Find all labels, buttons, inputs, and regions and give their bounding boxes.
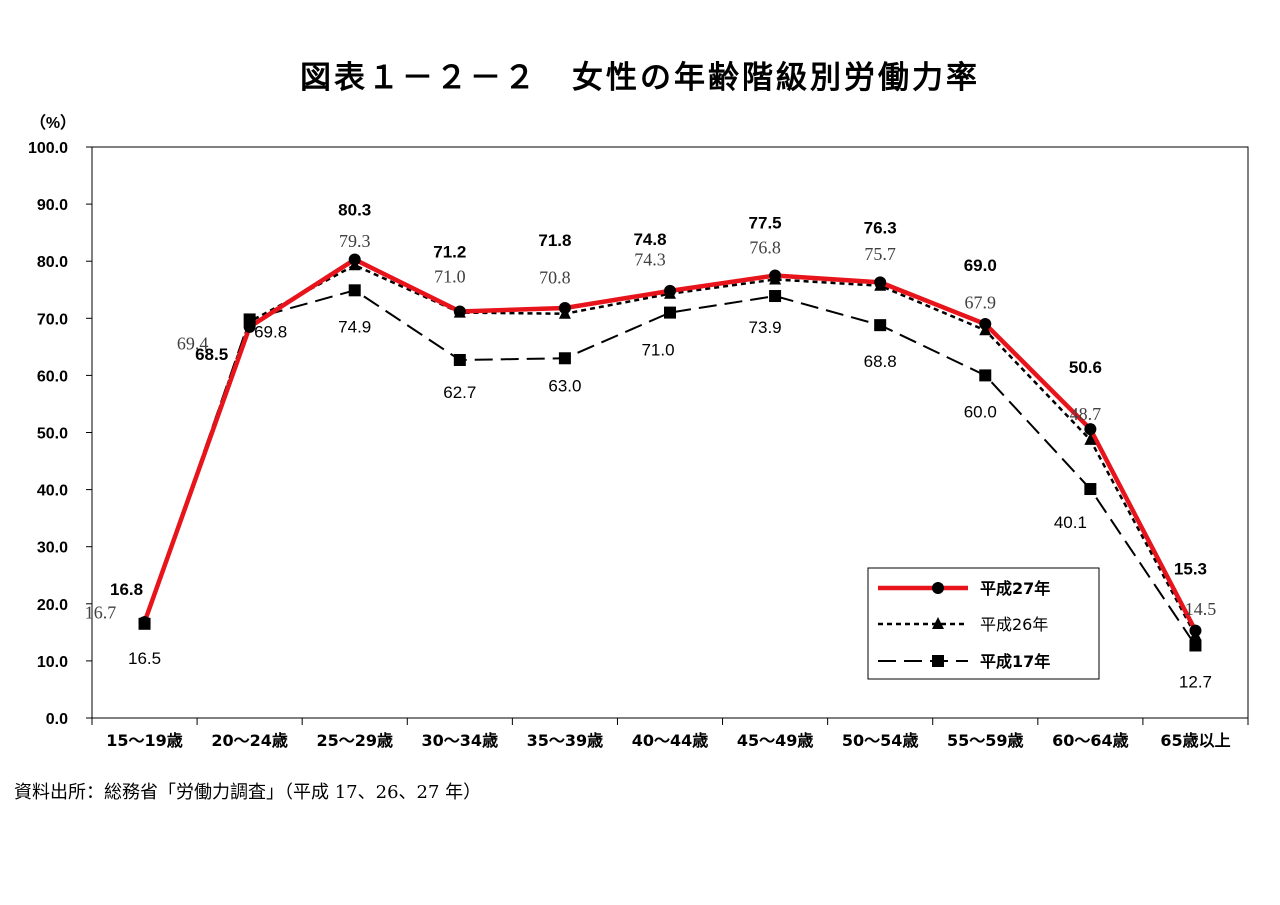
y-tick-label: 30.0	[37, 540, 68, 557]
legend-label: 平成27年	[980, 579, 1050, 598]
y-tick-label: 70.0	[37, 311, 68, 328]
x-tick-label: 30～34歳	[422, 731, 499, 750]
data-label-h17: 63.0	[548, 376, 581, 395]
marker-h17	[558, 352, 571, 365]
data-label-h17: 68.8	[864, 352, 897, 371]
data-label-h17: 40.1	[1054, 513, 1087, 532]
y-tick-label: 50.0	[37, 426, 68, 443]
data-label-h17: 74.9	[338, 317, 371, 336]
y-axis-unit: （%）	[30, 114, 76, 132]
marker-h17	[1189, 639, 1202, 652]
data-label-h26: 76.8	[749, 237, 781, 257]
marker-h17	[1084, 483, 1097, 496]
x-tick-label: 65歳以上	[1160, 731, 1230, 750]
data-label-h27: 77.5	[749, 213, 782, 232]
legend-marker	[932, 655, 944, 667]
data-label-h27: 80.3	[338, 200, 371, 219]
y-tick-label: 0.0	[46, 711, 68, 728]
series-line-h17	[143, 289, 1197, 647]
data-label-h27: 76.3	[864, 218, 897, 237]
data-label-h27: 74.8	[633, 230, 666, 249]
marker-h27	[348, 253, 361, 266]
data-label-h26: 16.7	[85, 603, 117, 623]
x-tick-label: 35～39歳	[527, 731, 604, 750]
data-label-h26: 69.4	[177, 334, 209, 354]
marker-h17	[874, 319, 887, 332]
marker-h27	[243, 320, 256, 333]
data-label-h17: 60.0	[964, 402, 997, 421]
x-tick-label: 15～19歳	[106, 731, 183, 750]
y-tick-label: 20.0	[37, 597, 68, 614]
legend-marker	[932, 582, 944, 594]
marker-h26	[1084, 432, 1097, 445]
marker-h17	[348, 284, 361, 297]
y-tick-label: 40.0	[37, 483, 68, 500]
marker-h27	[558, 302, 571, 315]
data-label-h27: 68.5	[195, 345, 228, 364]
marker-h27	[1189, 624, 1202, 637]
data-label-h26: 71.0	[434, 267, 466, 287]
y-tick-label: 90.0	[37, 197, 68, 214]
marker-h27	[1084, 423, 1097, 436]
data-label-h26: 67.9	[965, 292, 997, 312]
y-tick-label: 100.0	[28, 140, 68, 157]
data-label-h17: 71.0	[641, 341, 674, 360]
data-label-h27: 16.8	[110, 580, 143, 599]
x-tick-label: 40～44歳	[632, 731, 709, 750]
data-label-h26: 48.7	[1070, 404, 1102, 424]
marker-h27	[979, 318, 992, 331]
x-tick-label: 25～29歳	[316, 731, 393, 750]
marker-h27	[138, 616, 151, 629]
data-label-h17: 69.8	[254, 322, 287, 341]
data-label-h27: 71.2	[433, 242, 466, 261]
marker-h17	[453, 353, 466, 366]
y-tick-label: 10.0	[37, 654, 68, 671]
legend-label: 平成17年	[980, 652, 1050, 671]
y-tick-label: 80.0	[37, 254, 68, 271]
data-label-h26: 14.5	[1185, 599, 1217, 619]
x-tick-label: 45～49歳	[737, 731, 814, 750]
data-label-h26: 74.3	[634, 250, 666, 270]
chart-title: 図表１－２－２ 女性の年齢階級別労働力率	[300, 60, 980, 96]
data-label-h27: 15.3	[1174, 560, 1207, 579]
source-note: 資料出所：総務省「労働力調査」（平成 17、26、27 年）	[14, 782, 482, 803]
data-label-h27: 71.8	[538, 231, 571, 250]
marker-h27	[664, 284, 676, 297]
x-tick-label: 60～64歳	[1052, 731, 1129, 750]
marker-h17	[769, 290, 782, 303]
data-label-h27: 50.6	[1069, 358, 1102, 377]
marker-h27	[769, 269, 782, 282]
data-label-h26: 79.3	[339, 231, 371, 251]
marker-h17	[664, 306, 676, 319]
x-tick-label: 20～24歳	[211, 731, 288, 750]
y-tick-label: 60.0	[37, 368, 68, 385]
marker-h27	[453, 305, 466, 318]
data-label-h26: 70.8	[539, 268, 571, 288]
x-tick-label: 55～59歳	[947, 731, 1024, 750]
data-label-h17: 73.9	[749, 318, 782, 337]
data-label-h17: 12.7	[1179, 672, 1212, 691]
data-label-h26: 75.7	[864, 244, 896, 264]
data-label-h17: 62.7	[443, 383, 476, 402]
marker-h17	[979, 369, 992, 382]
data-label-h17: 16.5	[128, 649, 161, 668]
legend-marker	[932, 617, 944, 629]
data-label-h27: 69.0	[964, 256, 997, 275]
legend-label: 平成26年	[980, 615, 1048, 634]
marker-h27	[874, 276, 887, 289]
x-tick-label: 50～54歳	[842, 731, 919, 750]
